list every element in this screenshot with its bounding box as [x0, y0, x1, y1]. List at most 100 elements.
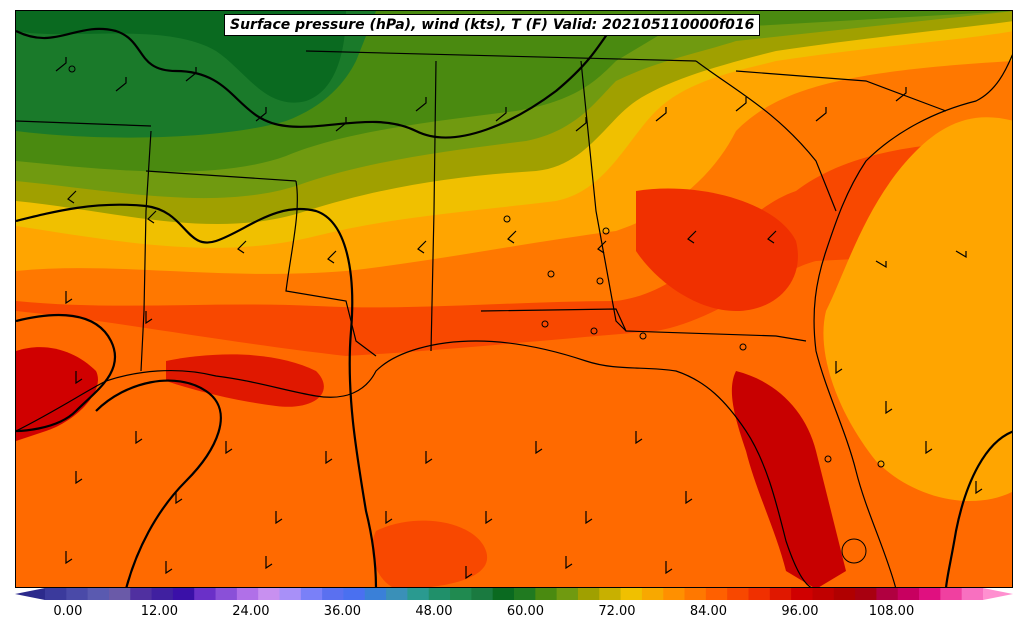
wind-barb [735, 97, 747, 112]
lake [602, 227, 610, 235]
coastline-atlantic [813, 54, 1012, 587]
colorbar-cell [961, 588, 984, 600]
wind-barb [115, 77, 127, 92]
wind-barb [275, 511, 283, 525]
wind-barb [65, 291, 73, 305]
colorbar-cell [940, 588, 963, 600]
lake [590, 327, 598, 335]
colorbar-cell [407, 588, 430, 600]
wind-barb [165, 561, 173, 575]
colorbar-tick-label: 36.00 [323, 604, 362, 619]
colorbar-cell [919, 588, 941, 600]
border-ga-sc [695, 60, 837, 212]
temp-band-gulf-warm-patch [372, 520, 488, 587]
border-al-ga [580, 60, 627, 332]
temperature-map [16, 11, 1012, 587]
wind-barb [175, 491, 183, 505]
wind-barb [767, 230, 777, 244]
wind-barb [975, 481, 983, 495]
colorbar-cell [343, 588, 366, 600]
wind-barb [425, 451, 433, 465]
wind-barb [415, 97, 427, 112]
colorbar-cell [300, 588, 323, 600]
wind-barb [925, 441, 933, 455]
colorbar-cell [791, 588, 813, 600]
wind-barb [185, 67, 197, 82]
map-title: Surface pressure (hPa), wind (kts), T (F… [224, 14, 761, 36]
colorbar-cell [471, 588, 494, 600]
wind-barb [507, 230, 517, 244]
coastline-gulf [16, 340, 812, 587]
colorbar-cell [876, 588, 899, 600]
colorbar-cell [599, 588, 622, 600]
colorbar-cell [130, 588, 153, 600]
temp-band-atlantic-cool [823, 117, 1012, 501]
colorbar-tick-label: 84.00 [689, 604, 728, 619]
wind-barb [685, 491, 693, 505]
temp-band-florida-hot [731, 371, 846, 587]
lake [68, 65, 76, 73]
wind-barb [237, 240, 247, 254]
wind-barb [417, 240, 427, 254]
colorbar-cell [769, 588, 792, 600]
colorbar-cell [727, 588, 749, 600]
wind-barb [635, 431, 643, 445]
wind-barb [835, 361, 843, 375]
colorbar-cell [194, 588, 217, 600]
wind-barb [885, 401, 893, 415]
border-la-ms [285, 180, 377, 357]
wind-barb [147, 210, 157, 224]
colorbar-cell [492, 588, 515, 600]
wind-barb [815, 107, 827, 122]
wind-barb [585, 511, 593, 525]
colorbar-tick-label: 24.00 [232, 604, 270, 619]
isobar-north [16, 20, 617, 139]
wind-barb [67, 190, 77, 204]
map-panel [15, 10, 1013, 588]
colorbar-cell [236, 588, 259, 600]
wind-barb [145, 311, 153, 325]
colorbar-cell [172, 588, 195, 600]
colorbar-cell [641, 588, 664, 600]
colorbar-tick-label: 12.00 [140, 604, 178, 619]
colorbar-cell [833, 588, 856, 600]
lake [503, 215, 511, 223]
colorbar-tick-label: 48.00 [415, 604, 453, 619]
colorbar-tick-label: 60.00 [506, 604, 545, 619]
colorbar-cell [855, 588, 877, 600]
colorbar-cell [577, 588, 600, 600]
lake [639, 332, 647, 340]
lake [739, 343, 747, 351]
border-ar-la [145, 170, 297, 182]
colorbar-cell [279, 588, 302, 600]
isobar-west-loop [16, 313, 117, 433]
temp-band-georgia-hot [636, 188, 798, 311]
colorbar-cell [66, 588, 89, 600]
colorbar-tick-labels: 0.00 12.00 24.00 36.00 48.00 60.00 72.00 84.00 9… [15, 604, 1013, 624]
wind-barb [565, 556, 573, 570]
colorbar-cell [705, 588, 728, 600]
colorbar-cell [108, 588, 131, 600]
colorbar-cell [812, 588, 835, 600]
wind-barb [495, 107, 507, 122]
colorbar-tick-label: 0.00 [53, 604, 83, 619]
wind-barb [665, 561, 673, 575]
lake [824, 455, 832, 463]
border-nc-sc [735, 70, 947, 112]
colorbar-extend-max [983, 588, 1013, 600]
wind-barb [327, 250, 337, 264]
colorbar-tick-label: 96.00 [781, 604, 819, 619]
colorbar-cell [620, 588, 643, 600]
lake [547, 270, 555, 278]
colorbar-cell [450, 588, 472, 600]
wind-barb [75, 471, 83, 485]
isobar-middle [16, 203, 378, 587]
border-ms-al [430, 60, 437, 352]
colorbar-cell [215, 588, 238, 600]
colorbar-cell [258, 588, 280, 600]
wind-barb [465, 566, 473, 580]
colorbar-cell [556, 588, 579, 600]
colorbar-cell [897, 588, 920, 600]
border-tn-north [305, 50, 697, 62]
wind-barb [135, 431, 143, 445]
